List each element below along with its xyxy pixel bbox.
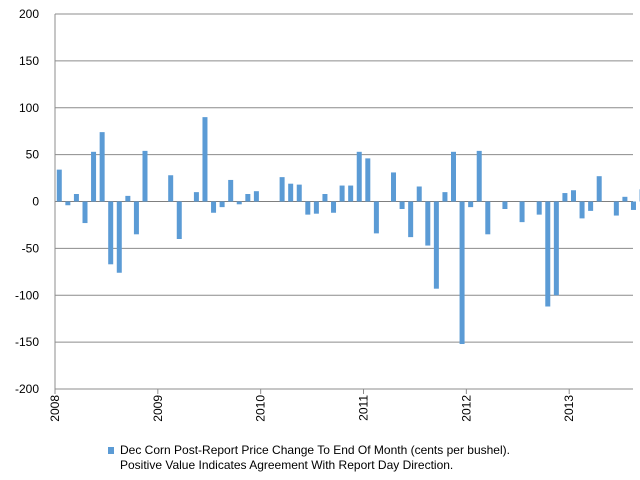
bar — [168, 175, 174, 202]
bar — [416, 186, 422, 202]
legend-line-1: Dec Corn Post-Report Price Change To End… — [120, 443, 510, 457]
y-tick-label: -50 — [22, 241, 40, 255]
bar-series — [56, 117, 640, 344]
x-tick-label: 2011 — [357, 395, 371, 421]
bar — [176, 201, 182, 239]
axes — [54, 14, 633, 394]
bar — [73, 194, 79, 202]
bar — [425, 201, 431, 246]
bar — [579, 201, 585, 219]
bar — [408, 201, 414, 238]
bar — [562, 193, 568, 202]
bar — [588, 201, 594, 211]
bar — [279, 177, 285, 202]
bar — [622, 196, 628, 202]
bar — [442, 192, 448, 202]
bar — [228, 179, 234, 202]
bar — [305, 201, 311, 215]
bar — [485, 201, 491, 235]
y-tick-label: 100 — [19, 101, 39, 115]
bar — [570, 190, 576, 202]
bar — [553, 201, 559, 296]
bar — [91, 151, 97, 202]
legend-line-2: Positive Value Indicates Agreement With … — [120, 458, 454, 472]
bar — [313, 201, 319, 214]
y-tick-label: -150 — [15, 335, 39, 349]
y-tick-label: 200 — [19, 7, 39, 21]
bar — [245, 194, 251, 202]
x-tick-label: 2013 — [562, 395, 576, 422]
bar — [116, 201, 122, 273]
x-tick-label: 2010 — [254, 395, 268, 422]
legend: Dec Corn Post-Report Price Change To End… — [108, 443, 628, 473]
bar — [519, 201, 525, 223]
bar — [253, 191, 259, 202]
bar — [193, 192, 199, 202]
bar — [108, 201, 114, 265]
bar — [99, 132, 105, 202]
bar — [502, 201, 508, 209]
bar — [613, 201, 619, 216]
y-tick-label: 0 — [32, 195, 39, 209]
y-tick-label: 50 — [26, 148, 40, 162]
bar — [536, 201, 542, 215]
bar — [288, 183, 294, 202]
bar — [433, 201, 439, 289]
bar — [459, 201, 465, 344]
bar — [373, 201, 379, 234]
bar — [545, 201, 551, 307]
bar — [339, 185, 345, 202]
y-tick-label: -200 — [15, 382, 39, 396]
bar — [399, 201, 405, 209]
bar — [331, 201, 337, 213]
bar — [296, 184, 302, 202]
x-tick-label: 2009 — [151, 395, 165, 422]
bar — [391, 172, 397, 202]
y-tick-label: -100 — [15, 288, 39, 302]
bar — [236, 201, 242, 205]
bar — [65, 201, 71, 206]
bar — [356, 151, 362, 202]
bar — [451, 151, 456, 202]
bar — [202, 117, 208, 202]
chart: 200 150 100 50 0 -50 -100 -150 -200 2008 2009 2010… — [15, 7, 640, 422]
bar — [596, 176, 602, 202]
bar — [82, 201, 88, 224]
bar — [219, 201, 225, 208]
legend-swatch — [108, 447, 114, 454]
bar — [468, 201, 474, 208]
x-tick-label: 2012 — [459, 395, 473, 422]
bar — [348, 185, 354, 202]
bar — [125, 195, 131, 202]
bar — [56, 169, 62, 202]
y-tick-label: 150 — [19, 54, 39, 68]
x-tick-labels: 2008 2009 2010 2011 2012 2013 — [48, 395, 576, 422]
bar — [211, 201, 217, 213]
bar — [630, 201, 636, 210]
bar — [133, 201, 139, 235]
bar — [476, 150, 482, 202]
y-tick-labels: 200 150 100 50 0 -50 -100 -150 -200 — [15, 7, 39, 396]
x-tick-label: 2008 — [48, 395, 62, 422]
bar — [365, 158, 371, 202]
bar — [142, 150, 148, 202]
bar — [322, 194, 328, 202]
